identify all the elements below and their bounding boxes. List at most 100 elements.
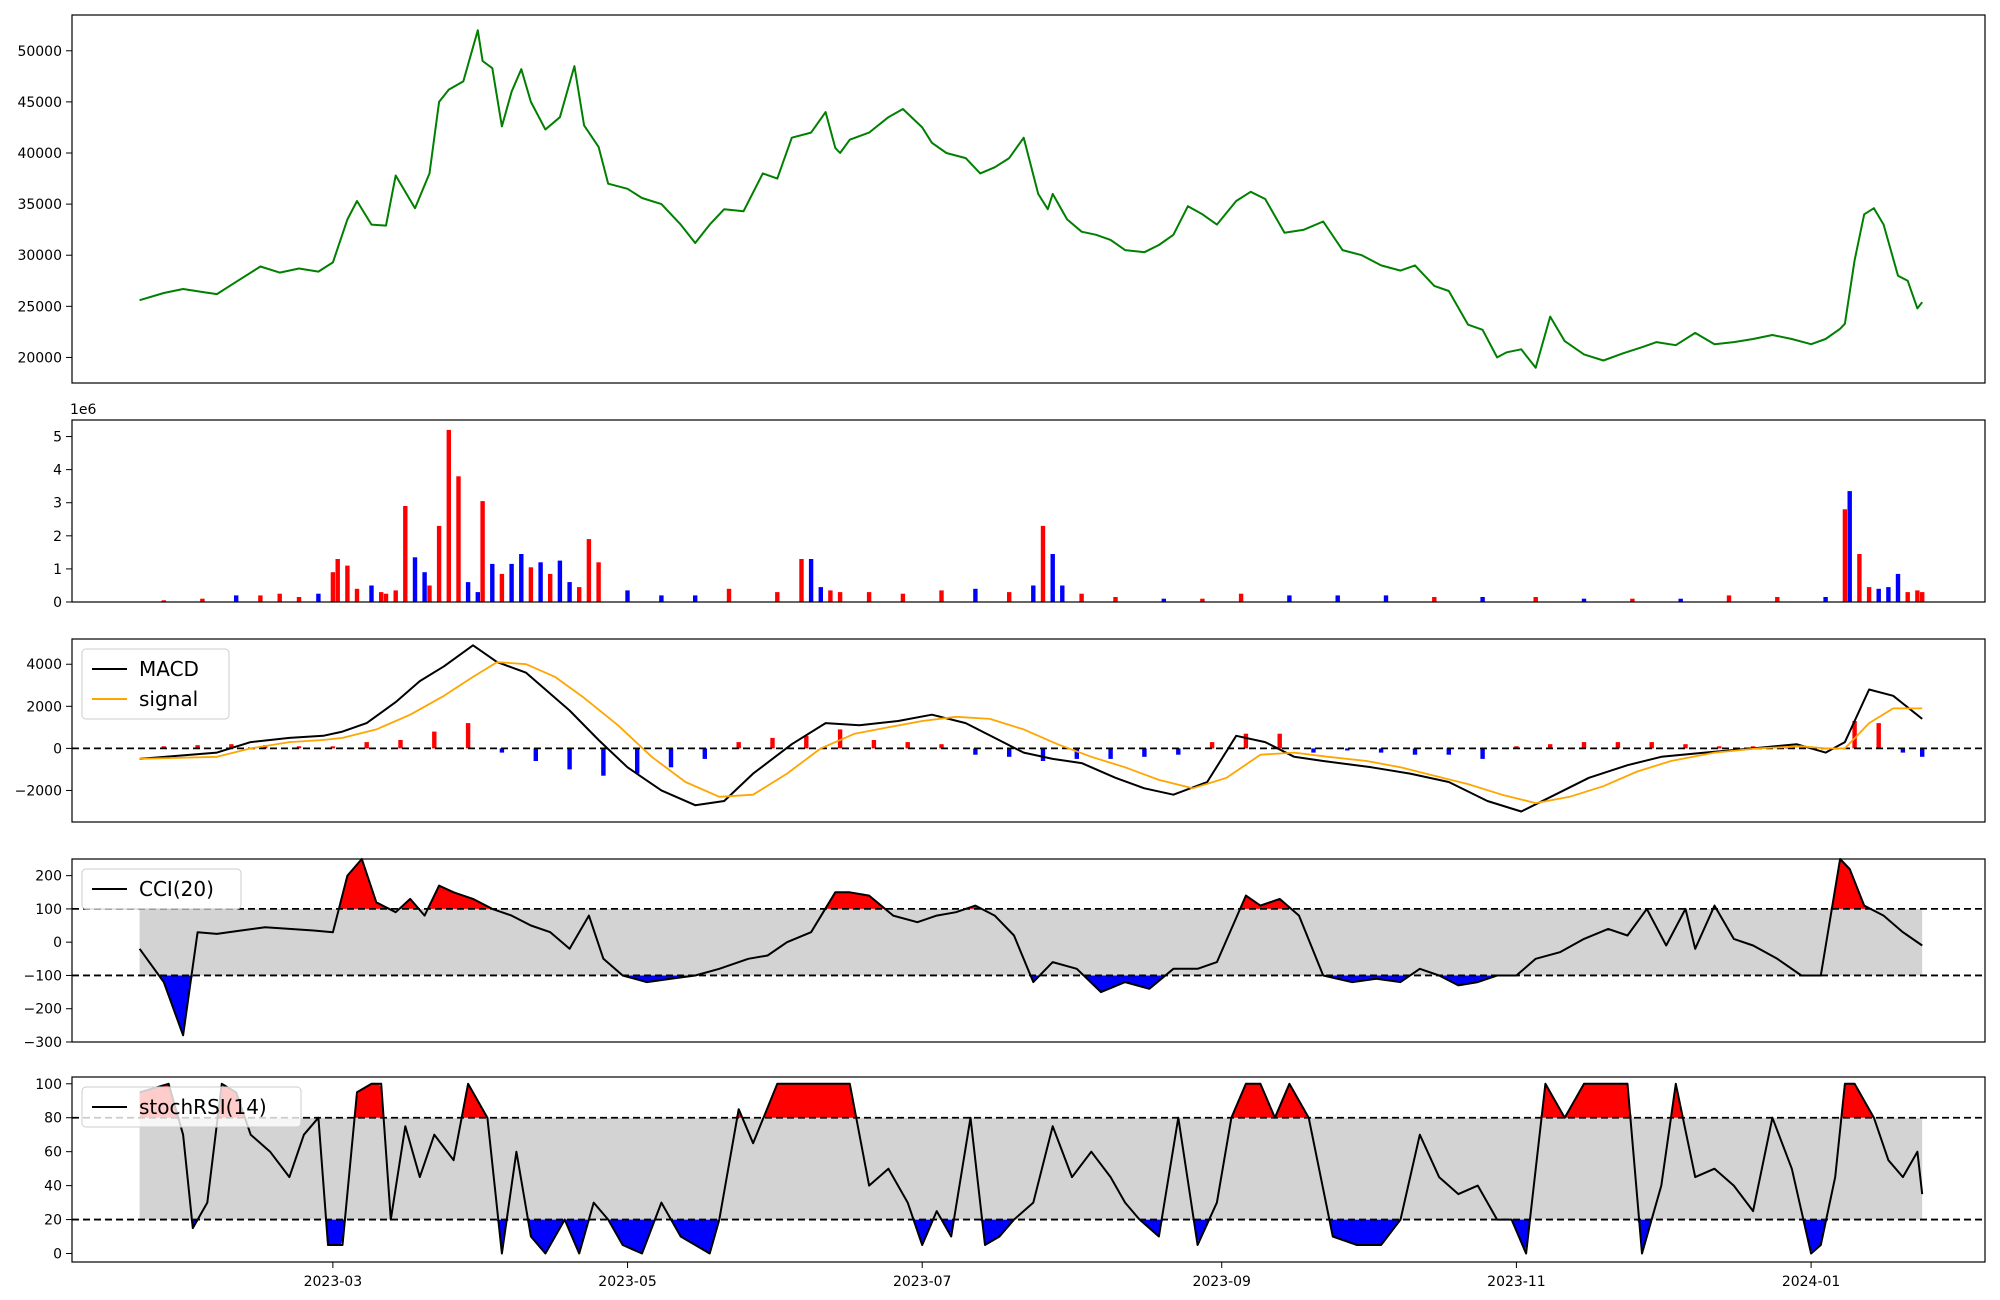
volume-bar [1886,587,1891,602]
volume-bar [1895,573,1901,602]
volume-bar [1113,597,1118,602]
macd-histogram-bar [1581,742,1587,749]
macd-histogram-bar [465,723,471,749]
macd-histogram-bar [1717,746,1722,749]
macd-panel: −2000 0 2000 4000 MACD signal [15,638,1986,823]
volume-bar [1726,595,1732,602]
volume-bar [1533,597,1538,602]
volume-bar [1007,592,1012,602]
macd-histogram-bar [533,748,538,761]
macd-histogram-bar [1108,748,1113,759]
macd-histogram-bar [1548,744,1553,749]
volume-bar [799,559,804,602]
macd-ytick-label: 2000 [26,699,62,715]
macd-histogram-bar [1649,742,1654,749]
price-line [139,29,1923,369]
volume-bar [335,559,340,602]
volume-bar [1480,597,1485,602]
macd-histogram-bar [702,748,707,759]
macd-legend-label: signal [139,687,198,711]
volume-bar [1857,554,1862,602]
volume-bar [1905,592,1910,602]
macd-histogram-bar [1007,748,1012,757]
price-ytick-label: 25000 [17,299,62,315]
macd-histogram-bar [905,742,910,749]
x-tick-label: 2023-09 [1192,1274,1251,1290]
volume-bar [1238,593,1244,602]
cci-ytick-label: 100 [35,902,62,918]
macd-histogram-bar [161,746,166,749]
cci-ytick-label: −300 [24,1035,62,1051]
volume-ytick-label: 0 [53,595,62,611]
volume-bar [775,592,780,602]
volume-bar [939,590,944,602]
macd-histogram-bar [1615,742,1621,749]
macd-histogram-bar [973,748,978,755]
volume-bar [456,476,461,602]
price-ytick-label: 50000 [17,44,62,60]
volume-bar [1335,595,1340,602]
macd-histogram-bar [1683,744,1688,749]
volume-bar [1079,593,1084,602]
stochrsi-ytick-label: 40 [44,1179,62,1195]
cci-ytick-label: 200 [35,869,62,885]
volume-bar [726,588,732,602]
macd-histogram-bar [1209,742,1215,749]
macd-histogram-bar [635,748,640,774]
macd-histogram-bar [1074,748,1079,759]
volume-bar [480,501,485,602]
cci-legend [81,868,242,910]
volume-bar [828,590,833,602]
volume-bar [1915,590,1920,602]
volume-panel: 0 1 2 3 4 5 1e6 [53,402,1986,611]
stochrsi-line [139,1082,1924,1255]
volume-bar [1866,587,1872,602]
volume-bar [596,562,601,602]
volume-bar [446,429,451,602]
volume-bar [519,554,524,602]
macd-histogram-bar [1900,748,1906,753]
volume-bar [354,588,360,602]
stochrsi-panel: 0 20 40 60 80 100 stochRSI(14) 2023-03 2023-05 20… [35,1076,1986,1290]
price-ytick-label: 30000 [17,248,62,264]
macd-histogram-bar [601,748,606,776]
volume-bar [1678,598,1683,602]
price-ytick-label: 35000 [17,197,62,213]
macd-legend-label: MACD [139,657,199,681]
volume-bar [1383,595,1389,602]
macd-histogram-bar [804,735,809,749]
macd-histogram-bar [837,729,843,749]
volume-bar [1287,595,1292,602]
volume-bar [393,590,398,602]
volume-ytick-label: 5 [53,430,62,446]
volume-bar [296,597,302,602]
cci-neutral-band [139,908,1923,976]
macd-histogram-bar [1876,723,1881,749]
macd-ytick-label: −2000 [15,783,62,799]
stochrsi-axes-frame [71,1076,1986,1263]
volume-bar [427,585,432,602]
volume-bar [1847,491,1852,602]
cci-ytick-label: −200 [24,1002,62,1018]
volume-bar [1060,585,1065,602]
cci-line [138,858,1923,1037]
price-ytick-label: 45000 [17,95,62,111]
volume-bar [422,572,427,602]
macd-histogram-bar [330,746,336,749]
macd-histogram-bar [668,748,674,768]
price-ytick-label: 40000 [17,146,62,162]
volume-bar [808,559,814,602]
volume-bar [538,562,543,602]
volume-bar [900,593,906,602]
volume-bar [436,525,442,602]
stochrsi-neutral-band [139,1117,1923,1220]
volume-bar [1050,554,1055,602]
volume-bar [1161,598,1166,602]
volume-bar [1842,509,1848,602]
price-ytick-label: 20000 [17,350,62,366]
volume-bar [557,560,563,602]
volume-bar [412,557,418,602]
macd-histogram-bar [1345,748,1350,751]
volume-bar [369,585,374,602]
